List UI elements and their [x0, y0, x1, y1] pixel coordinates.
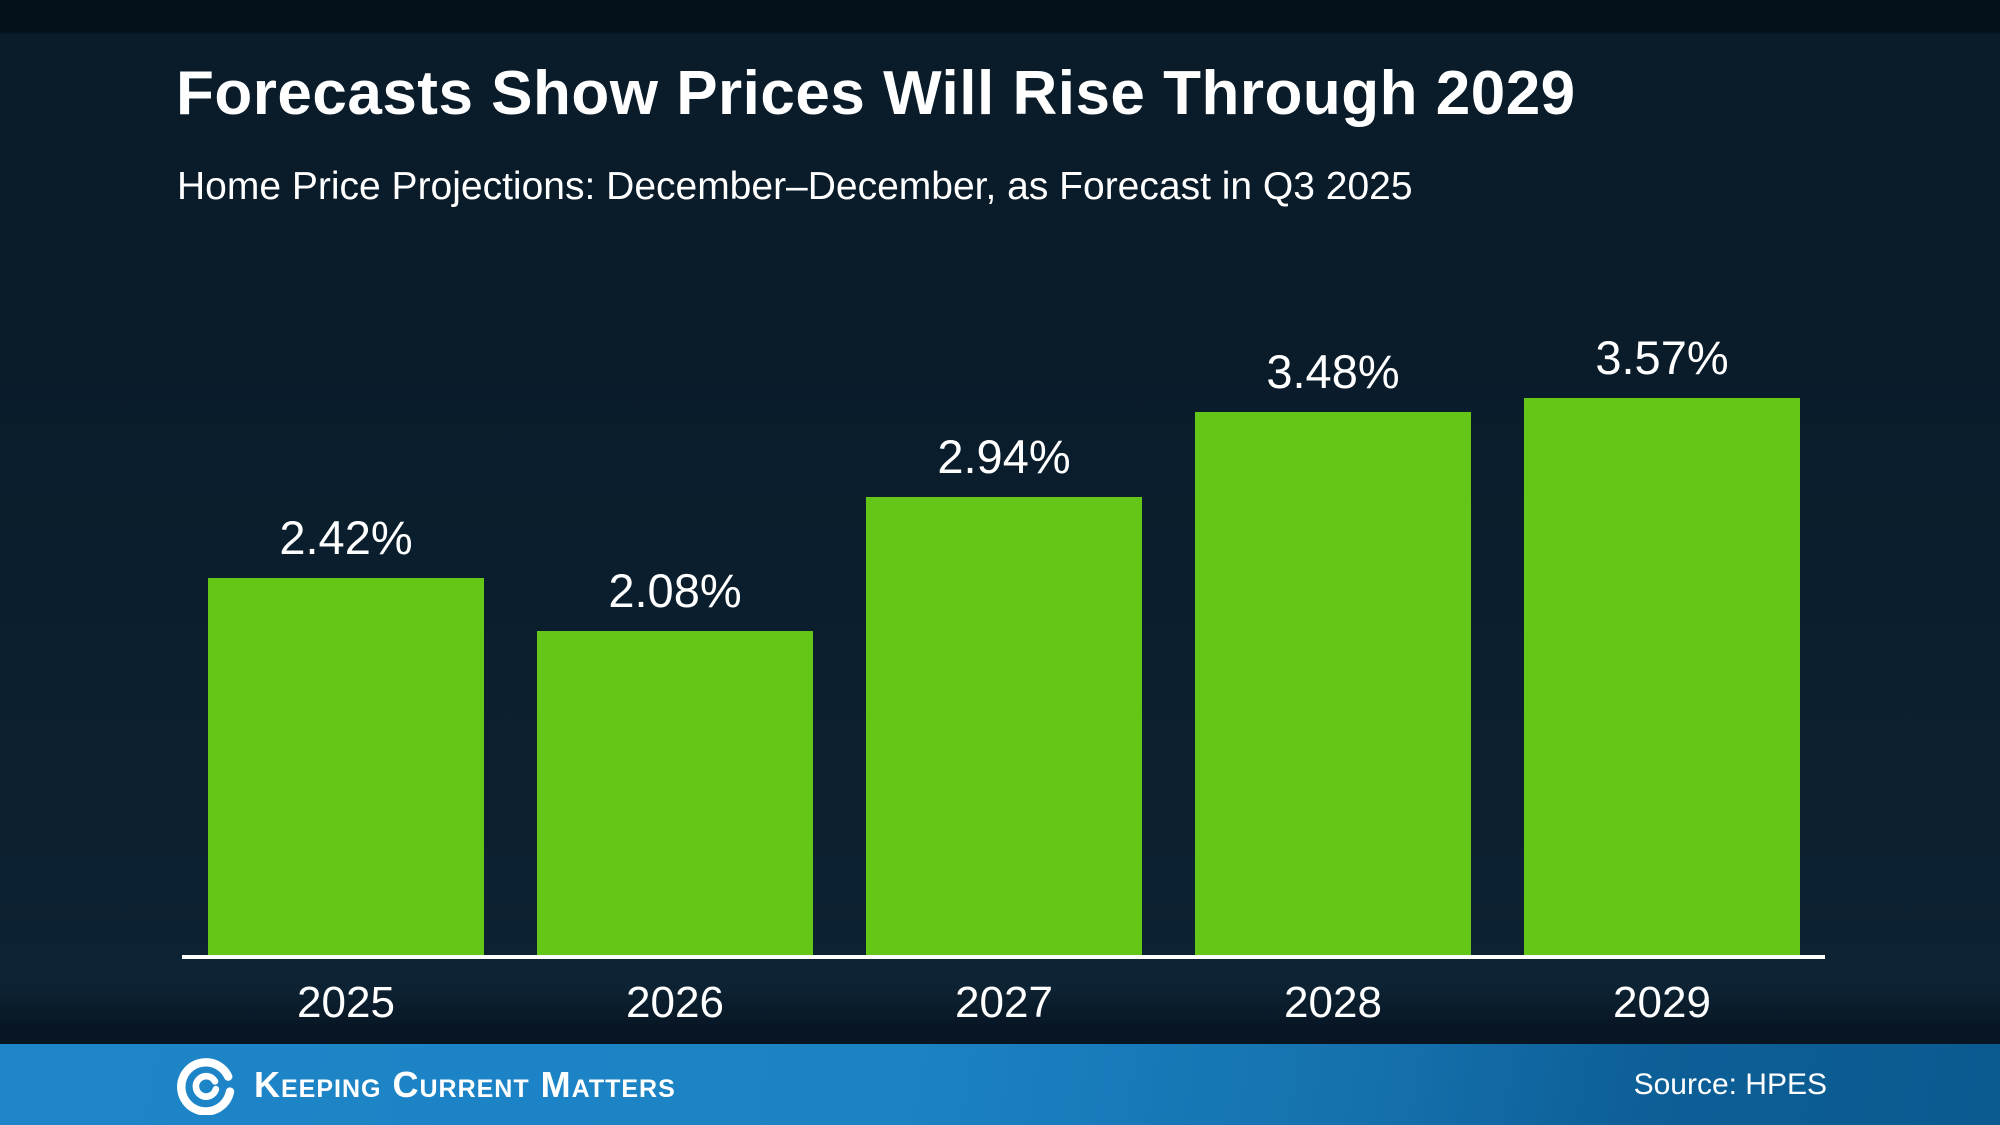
bar-2025 [208, 578, 484, 955]
bar-value-label: 2.94% [937, 430, 1071, 483]
kcm-swirl-icon [177, 1057, 235, 1115]
bar-2028 [1195, 412, 1471, 955]
bar-value-label: 3.48% [1266, 345, 1400, 398]
x-tick-label: 2028 [1284, 978, 1382, 1027]
x-tick-label: 2026 [626, 978, 724, 1027]
page-title: Forecasts Show Prices Will Rise Through … [176, 59, 1576, 128]
x-tick-label: 2027 [955, 978, 1053, 1027]
bar-slot-2026: 2.08% 2026 [537, 300, 813, 1025]
bar-value-label: 2.42% [279, 511, 413, 564]
bar-2027 [866, 497, 1142, 955]
source-note: Source: HPES [1633, 1067, 1827, 1101]
bar-2029 [1524, 398, 1800, 955]
bar-slot-2029: 3.57% 2029 [1524, 300, 1800, 1025]
bar-slot-2028: 3.48% 2028 [1195, 300, 1471, 1025]
bar-value-label: 3.57% [1595, 331, 1729, 384]
x-tick-label: 2029 [1613, 978, 1711, 1027]
bar-slot-2027: 2.94% 2027 [866, 300, 1142, 1025]
bar-2026 [537, 631, 813, 955]
bar-value-label: 2.08% [608, 564, 742, 617]
brand: Keeping Current Matters [176, 1055, 676, 1115]
x-tick-label: 2025 [297, 978, 395, 1027]
bar-slot-2025: 2.42% 2025 [208, 300, 484, 1025]
plot-area: 2.42% 2025 2.08% 2026 2.94% 2027 3.48% 2028 3.57… [182, 300, 1825, 1025]
brand-name: Keeping Current Matters [254, 1063, 676, 1105]
footer-bar: Keeping Current Matters Source: HPES [0, 1044, 2000, 1125]
page-subtitle: Home Price Projections: December–Decembe… [177, 165, 1413, 208]
